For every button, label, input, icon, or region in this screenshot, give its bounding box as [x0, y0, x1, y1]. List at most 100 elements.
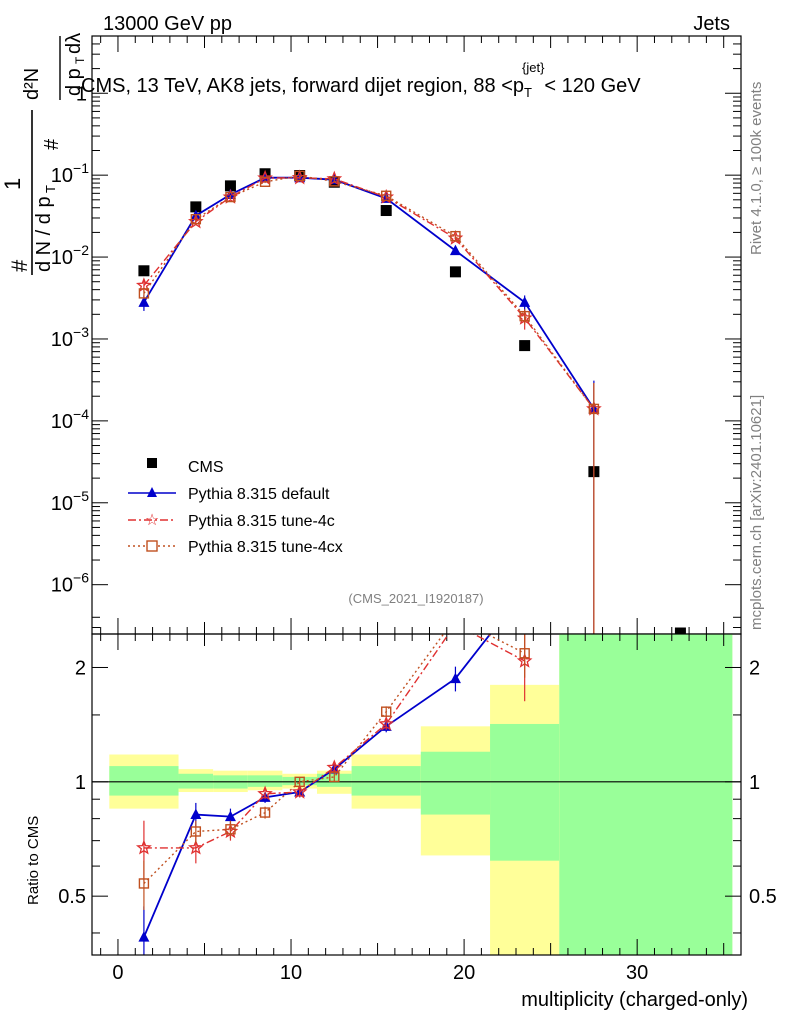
ylabel-den: d N / d p: [33, 196, 55, 272]
pythia-8-315-default-point-marker: [519, 296, 531, 307]
ratio-y-tick-label: 1: [75, 772, 86, 794]
main-y-tick-label: 10−6: [51, 570, 89, 597]
pythia-8-315-tune-4cx-point-marker: [225, 191, 236, 203]
pythia-8-315-default-point-marker: [138, 296, 150, 307]
rivet-label: Rivet 4.1.0, ≥ 100k events: [748, 82, 765, 255]
main-y-tick-label: 10−5: [51, 488, 89, 515]
chart-title: CMS, 13 TeV, AK8 jets, forward dijet reg…: [81, 60, 641, 100]
pythia-8-315-tune-4cx-ratio-point-marker: [190, 826, 202, 837]
ylabel-den2-sub: T: [73, 56, 87, 64]
ylabel-den2-tail: dλ: [63, 33, 85, 54]
pythia-8-315-tune-4cx-ratio-point-marker: [294, 776, 305, 788]
x-tick-label: 10: [280, 962, 302, 984]
legend-label-tune4cx: Pythia 8.315 tune-4cx: [188, 539, 343, 556]
x-tick-label: 30: [626, 962, 648, 984]
pythia-8-315-tune-4c-ratio-point-marker: [291, 783, 308, 799]
legend-marker-tune4c: ☆: [145, 510, 159, 529]
mcplots-label: mcplots.cern.ch [arXiv:2401.10621]: [748, 395, 765, 630]
legend-marker-tune4cx: [146, 540, 158, 552]
ratio-band-green: [351, 766, 421, 796]
pythia-8-315-default-ratio-point-marker: [224, 810, 236, 822]
pythia-8-315-tune-4cx-ratio-line: [143, 634, 526, 884]
ylabel-den-sub: T: [43, 185, 58, 193]
main-y-tick-label: 10−2: [51, 242, 89, 269]
ratio-y-tick-label: 2: [75, 657, 86, 679]
ratio-band-green: [109, 766, 179, 796]
pythia-8-315-tune-4cx-point-marker: [294, 170, 305, 182]
header-right: Jets: [693, 13, 730, 35]
pythia-8-315-default-point-marker: [449, 244, 461, 256]
pythia-8-315-default-ratio-point-marker: [190, 808, 202, 820]
pythia-8-315-tune-4cx-point-marker: [190, 213, 202, 225]
ylabel-den2: d p: [63, 68, 85, 96]
pythia-8-315-tune-4cx-point-marker: [519, 310, 530, 322]
legend-label-cms: CMS: [188, 459, 224, 476]
pythia-8-315-tune-4c-ratio-point-marker: [378, 715, 395, 731]
pythia-8-315-tune-4cx-point-marker: [138, 288, 150, 299]
pythia-8-315-tune-4cx-point-marker: [259, 176, 271, 187]
ratio-series: [135, 634, 533, 955]
pythia-8-315-tune-4cx-ratio-point-marker: [519, 648, 530, 659]
pythia-8-315-tune-4cx-ratio-point-marker: [138, 878, 150, 889]
pythia-8-315-tune-4cx-point-marker: [329, 176, 340, 187]
ratio-y-tick-label-right: 0.5: [749, 886, 777, 908]
ratio-y-tick-label: 0.5: [58, 886, 86, 908]
main-y-tick-label: 10−4: [51, 406, 89, 433]
main-y-axis-label: # 1 d N / d p T # d²N d p T dλ: [0, 33, 87, 275]
ratio-band-green: [559, 634, 733, 955]
pythia-8-315-tune-4cx-point-marker: [381, 190, 392, 201]
ratio-y-tick-label-right: 1: [749, 772, 760, 794]
legend: CMS Pythia 8.315 default ☆ Pythia 8.315 …: [128, 458, 343, 556]
cms-point-marker: [138, 265, 150, 277]
pythia-8-315-default-point-marker: [224, 188, 236, 200]
pythia-8-315-tune-4c-line: [143, 176, 595, 410]
pythia-8-315-default-ratio-point-marker: [138, 931, 150, 942]
main-axes: 1 10−1 10−2 10−3 10−4 10−5 10−6: [51, 35, 741, 634]
cms-point-marker: [224, 180, 236, 192]
ylabel-mid-hash: #: [41, 138, 63, 150]
cms-point-marker: [449, 266, 461, 278]
analysis-watermark: (CMS_2021_I1920187): [348, 591, 483, 606]
x-axis-label: multiplicity (charged-only): [521, 989, 748, 1011]
ratio-band-green: [247, 775, 283, 787]
legend-label-tune4c: Pythia 8.315 tune-4c: [188, 513, 335, 530]
pythia-8-315-tune-4cx-line: [143, 175, 595, 410]
ratio-band-green: [490, 723, 560, 861]
pythia-8-315-tune-4c-ratio-point-marker: [187, 839, 204, 855]
pythia-8-315-tune-4c-ratio-point-marker: [326, 759, 343, 775]
legend-label-default: Pythia 8.315 default: [188, 486, 330, 503]
ratio-axes: 0.5 0.51 12 20 10 20 30: [58, 634, 777, 984]
cms-point-marker: [190, 201, 202, 213]
pythia-8-315-tune-4cx-ratio-point-marker: [225, 824, 236, 835]
ylabel-hash: #: [7, 259, 32, 272]
ratio-y-tick-label-right: 2: [749, 657, 760, 679]
ratio-band-green: [178, 773, 214, 789]
ratio-bands: [109, 634, 733, 955]
legend-marker-cms: [147, 458, 157, 468]
pythia-8-315-tune-4cx-point-marker: [450, 230, 461, 242]
cms-point-marker: [674, 627, 686, 639]
ylabel-one: 1: [0, 178, 25, 190]
ratio-panel: 0.5 0.51 12 20 10 20 30: [58, 633, 777, 984]
header-left: 13000 GeV pp: [103, 13, 232, 35]
cms-point-marker: [380, 205, 392, 217]
main-y-tick-label: 1: [76, 83, 87, 105]
legend-marker-default: [147, 487, 157, 497]
pythia-8-315-tune-4cx-ratio-point-marker: [259, 807, 271, 818]
pythia-8-315-tune-4cx-point-marker: [588, 403, 600, 415]
pythia-8-315-tune-4cx-ratio-point-marker: [381, 706, 392, 717]
ylabel-num2: d²N: [21, 68, 43, 100]
main-y-tick-label: 10−3: [51, 324, 89, 351]
x-tick-label: 20: [453, 962, 475, 984]
pythia-8-315-tune-4c-ratio-point-marker: [135, 839, 152, 855]
cms-point-marker: [519, 340, 531, 352]
pythia-8-315-tune-4cx-ratio-point-marker: [329, 771, 340, 783]
main-panel: 1 10−1 10−2 10−3 10−4 10−5 10−6: [51, 35, 742, 639]
pythia-8-315-default-ratio-point-marker: [449, 672, 461, 684]
pythia-8-315-tune-4c-ratio-point-marker: [257, 785, 273, 801]
x-tick-label: 0: [112, 962, 123, 984]
main-series: [135, 168, 686, 639]
ratio-frame: [91, 633, 742, 956]
pythia-8-315-default-line: [143, 176, 595, 410]
